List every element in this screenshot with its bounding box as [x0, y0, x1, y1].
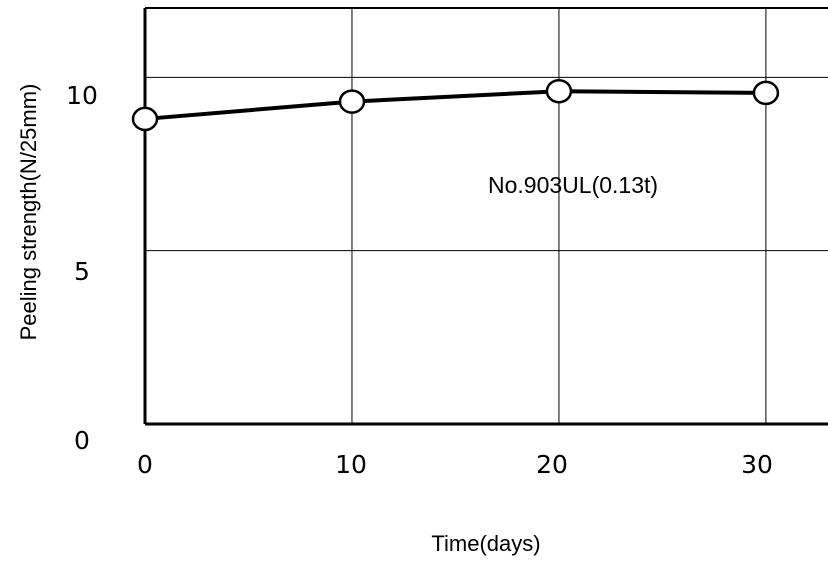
series-line — [144, 89, 766, 121]
x-axis-label: Time(days) — [431, 531, 540, 556]
x-tick-label: 30 — [741, 450, 773, 479]
y-tick-label: 10 — [66, 81, 98, 110]
data-point — [338, 89, 366, 114]
x-tick-label: 0 — [137, 450, 153, 479]
series-annotation: No.903UL(0.13t) — [488, 172, 658, 198]
data-point — [545, 78, 573, 104]
x-tick-label: 10 — [335, 450, 367, 479]
labels: 0 10 20 30 0 5 10 Time(days) Peeling str… — [16, 81, 773, 556]
y-tick-label: 0 — [74, 426, 90, 455]
x-tick-label: 20 — [536, 450, 568, 479]
series — [131, 78, 780, 132]
y-axis-label: Peeling strength(N/25mm) — [16, 84, 41, 341]
axes — [143, 7, 828, 426]
grid — [145, 8, 828, 424]
y-tick-label: 5 — [74, 257, 90, 286]
data-point — [752, 80, 780, 106]
data-point — [131, 106, 159, 132]
